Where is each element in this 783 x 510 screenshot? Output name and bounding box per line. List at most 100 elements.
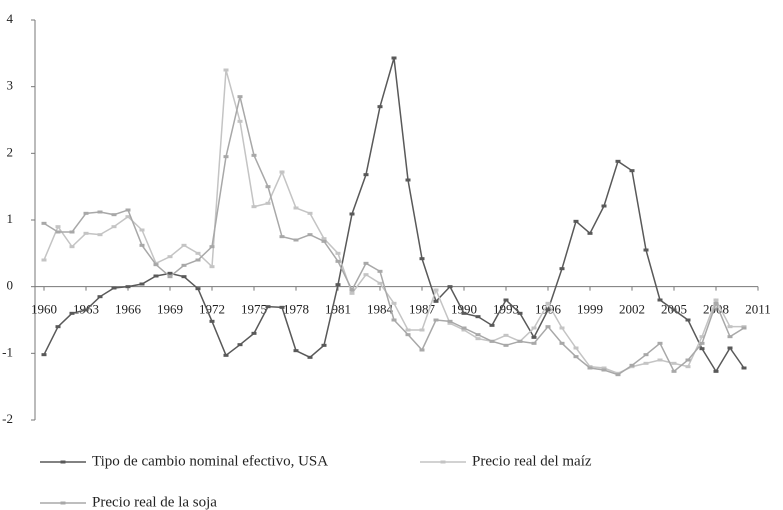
data-point xyxy=(209,265,215,269)
data-point xyxy=(293,349,299,353)
data-point xyxy=(125,215,131,219)
data-point xyxy=(307,355,313,359)
data-point xyxy=(489,323,495,327)
data-point xyxy=(643,361,649,365)
data-point xyxy=(377,281,383,285)
data-point xyxy=(531,341,537,345)
data-point xyxy=(419,257,425,261)
data-point xyxy=(671,369,677,373)
data-point xyxy=(699,347,705,351)
data-point xyxy=(363,273,369,277)
data-point xyxy=(461,311,467,315)
data-point xyxy=(111,213,117,217)
data-point xyxy=(573,219,579,223)
data-point xyxy=(55,325,61,329)
data-point xyxy=(223,353,229,357)
data-point xyxy=(601,368,607,372)
data-point xyxy=(83,231,89,235)
data-point xyxy=(363,173,369,177)
y-tick-label: 3 xyxy=(7,78,14,93)
data-point xyxy=(531,326,537,330)
x-tick-label: 1978 xyxy=(283,302,309,317)
data-point xyxy=(279,235,285,239)
data-point xyxy=(601,204,607,208)
legend-label: Tipo de cambio nominal efectivo, USA xyxy=(92,453,328,469)
x-tick-label: 1972 xyxy=(199,302,225,317)
data-point xyxy=(587,366,593,370)
data-point xyxy=(573,346,579,350)
data-point xyxy=(727,325,733,329)
data-point xyxy=(713,369,719,373)
x-tick-label: 1990 xyxy=(451,302,477,317)
x-tick-label: 1984 xyxy=(367,302,394,317)
data-point xyxy=(741,326,747,330)
data-point xyxy=(433,288,439,292)
legend-marker xyxy=(60,501,66,505)
data-point xyxy=(139,282,145,286)
data-point xyxy=(559,341,565,345)
data-point xyxy=(335,251,341,255)
data-point xyxy=(335,283,341,287)
data-point xyxy=(195,287,201,291)
data-point xyxy=(153,263,159,267)
data-point xyxy=(461,328,467,332)
data-point xyxy=(643,353,649,357)
data-point xyxy=(195,258,201,262)
data-point xyxy=(657,358,663,362)
data-point xyxy=(69,245,75,249)
x-tick-label: 1969 xyxy=(157,302,183,317)
data-point xyxy=(349,288,355,292)
data-point xyxy=(307,211,313,215)
y-tick-label: 1 xyxy=(7,211,14,226)
data-point xyxy=(713,301,719,305)
data-point xyxy=(629,169,635,173)
data-point xyxy=(97,233,103,237)
data-point xyxy=(97,210,103,214)
x-tick-label: 1987 xyxy=(409,302,436,317)
data-point xyxy=(321,237,327,241)
data-point xyxy=(503,333,509,337)
series-line xyxy=(43,57,745,373)
data-point xyxy=(573,355,579,359)
data-point xyxy=(447,319,453,323)
data-point xyxy=(55,225,61,229)
data-point xyxy=(139,228,145,232)
data-point xyxy=(671,361,677,365)
data-point xyxy=(111,225,117,229)
x-tick-label: 2002 xyxy=(619,302,645,317)
data-point xyxy=(237,343,243,347)
data-point xyxy=(377,269,383,273)
data-point xyxy=(251,153,257,157)
data-point xyxy=(97,295,103,299)
data-point xyxy=(69,311,75,315)
data-point xyxy=(293,206,299,210)
data-point xyxy=(391,56,397,60)
data-point xyxy=(349,212,355,216)
data-point xyxy=(419,348,425,352)
data-point xyxy=(363,261,369,265)
data-point xyxy=(321,239,327,243)
series-line xyxy=(43,96,745,376)
data-point xyxy=(279,170,285,174)
data-point xyxy=(167,255,173,259)
data-point xyxy=(405,328,411,332)
data-point xyxy=(433,318,439,322)
data-point xyxy=(349,291,355,295)
data-point xyxy=(699,341,705,345)
data-point xyxy=(713,298,719,302)
data-point xyxy=(545,325,551,329)
data-point xyxy=(685,318,691,322)
legend-marker xyxy=(60,460,66,464)
y-tick-label: 4 xyxy=(7,11,14,26)
data-point xyxy=(83,211,89,215)
data-point xyxy=(41,353,47,357)
data-point xyxy=(265,305,271,309)
data-point xyxy=(643,248,649,252)
data-point xyxy=(685,365,691,369)
data-point xyxy=(727,346,733,350)
data-point xyxy=(489,339,495,343)
data-point xyxy=(111,286,117,290)
data-point xyxy=(139,243,145,247)
data-point xyxy=(475,333,481,337)
data-point xyxy=(741,366,747,370)
